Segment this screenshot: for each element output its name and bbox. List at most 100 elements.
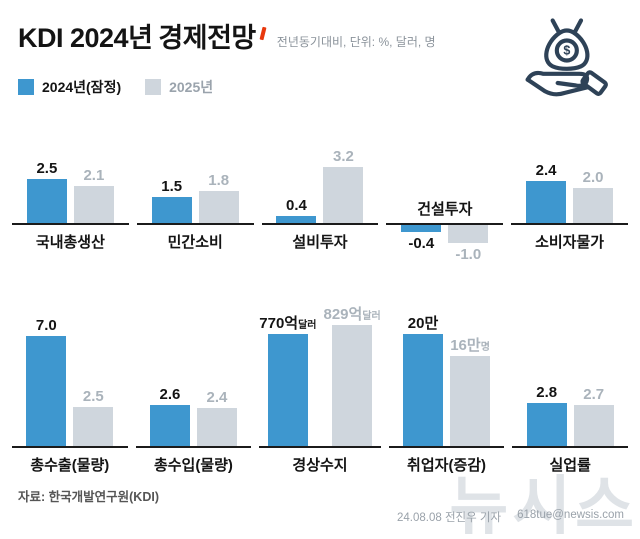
date-credit: 24.08.08 전진우 기자: [397, 512, 502, 524]
bar-2024: [526, 181, 567, 223]
bar-column: 0.4: [276, 197, 317, 223]
bar-column: 2.6: [149, 386, 190, 446]
header: KDI 2024년 경제전망 전년동기대비, 단위: %, 달러, 명 2024년…: [0, 0, 640, 97]
chart-group: 7.0 2.5 총수출(물량): [12, 304, 128, 475]
bar-2025: [73, 186, 114, 223]
bar-2024: [276, 216, 317, 223]
bar-2025: [73, 407, 114, 446]
category-label: 민간소비: [167, 234, 223, 251]
bar-column: -1.0: [448, 225, 489, 263]
axis-baseline: [386, 223, 504, 225]
legend-swatch-2025: [145, 79, 162, 95]
bar-2024: [26, 179, 67, 223]
bars-area: 7.0 2.5: [12, 304, 128, 446]
axis-baseline: [512, 446, 628, 448]
email: 618tue@newsis.com: [517, 509, 624, 521]
chart-group: 건설투자 -0.4 -1.0: [386, 147, 504, 262]
legend-label-2025: 2025년: [169, 79, 214, 95]
bar-value-2024: 770억달러: [259, 315, 317, 332]
bars-area: 1.5 1.8: [137, 147, 254, 223]
bar-value-2024: 0.4: [286, 197, 307, 214]
bar-column: 2.1: [73, 168, 114, 223]
bar-value-2025: 2.5: [82, 388, 104, 405]
legend-swatch-2024: [18, 79, 34, 95]
bar-value-2024: 2.5: [36, 160, 58, 177]
title-line: KDI 2024년 경제전망 전년동기대비, 단위: %, 달러, 명: [18, 16, 622, 55]
category-label: 총수출(물량): [30, 457, 110, 474]
dollar-sign: $: [563, 44, 570, 58]
bar-2025: [323, 167, 364, 223]
category-label: 국내총생산: [35, 234, 105, 251]
axis-baseline: [511, 223, 628, 225]
bar-column: 2.7: [573, 387, 614, 446]
newsis-watermark: 뉴시스: [449, 470, 638, 539]
bar-column: 2.4: [526, 162, 567, 223]
bar-2024: [149, 405, 190, 446]
category-label: 건설투자: [417, 201, 473, 218]
bar-column: -0.4: [401, 225, 442, 252]
bar-value-2024: 1.5: [161, 178, 183, 195]
axis-baseline: [12, 223, 129, 225]
bar-value-2024: -0.4: [408, 235, 435, 252]
page-title: KDI 2024년 경제전망: [18, 16, 267, 55]
bar-value-2024: 7.0: [35, 317, 57, 334]
bar-value-2025: 16만명: [450, 337, 490, 354]
value-unit: 명: [480, 342, 490, 353]
bar-2025: [450, 356, 491, 446]
bar-2025: [573, 188, 614, 223]
bar-column: 1.8: [198, 172, 239, 223]
chart-group: 0.4 3.2 설비투자: [261, 147, 379, 262]
bag-tie: [550, 18, 584, 36]
bag-body: [544, 30, 590, 71]
bar-value-2024: 2.4: [535, 162, 557, 179]
bar-2024: [151, 197, 192, 223]
axis-baseline: [136, 223, 254, 225]
bar-2024: [401, 225, 442, 232]
axis-baseline: [135, 446, 252, 448]
title-prefix: KDI 2024년: [18, 23, 153, 53]
bar-2024: [267, 334, 308, 446]
bar-2025: [448, 225, 489, 243]
bar-column: 829억달러: [324, 307, 381, 446]
bar-value-2025: -1.0: [455, 246, 482, 263]
bar-2025: [196, 408, 237, 446]
bar-value-2025: 829억달러: [323, 306, 381, 323]
category-label: 설비투자: [292, 234, 348, 251]
bar-column: 2.8: [526, 385, 567, 446]
bars-area: 2.4 2.0: [511, 147, 628, 223]
value-unit: 달러: [298, 320, 317, 331]
bar-column: 2.5: [26, 160, 67, 223]
credit-line: 24.08.08 전진우 기자 618tue@newsis.com: [397, 509, 624, 525]
bar-2024: [26, 336, 67, 446]
category-label: 경상수지: [292, 457, 348, 474]
bars-area: 770억달러 829억달러: [259, 304, 381, 446]
category-label: 취업자(증감): [407, 457, 487, 474]
chart-group: 2.8 2.7 실업률: [512, 304, 628, 475]
axis-baseline: [12, 446, 128, 448]
bar-2024: [526, 403, 567, 446]
bar-column: 1.5: [151, 178, 192, 223]
bar-value-2025: 2.0: [582, 169, 604, 186]
bar-value-2025: 3.2: [333, 148, 354, 165]
bar-value-2024: 2.6: [159, 386, 181, 403]
category-label: 총수입(물량): [153, 457, 233, 474]
chart-group: 1.5 1.8 민간소비: [136, 147, 254, 262]
bars-area: 20만 16만명: [389, 304, 505, 446]
axis-baseline: [388, 446, 505, 448]
coin-circle: [554, 38, 579, 63]
axis-baseline: [261, 223, 379, 225]
bar-value-2025: 2.4: [206, 389, 228, 406]
bar-column: 2.5: [73, 388, 114, 446]
chart-group: 2.6 2.4 총수입(물량): [135, 304, 252, 475]
bar-2024: [403, 334, 444, 446]
bar-column: 2.4: [196, 389, 237, 446]
legend-label-2024: 2024년(잠정): [42, 79, 122, 95]
bars-area: 2.6 2.4: [136, 304, 252, 446]
source-note: 자료: 한국개발연구원(KDI): [18, 490, 159, 504]
bars-area: 0.4 3.2: [262, 147, 379, 223]
bar-value-2025: 1.8: [208, 172, 230, 189]
negative-bars: -0.4 -1.0: [386, 225, 503, 262]
